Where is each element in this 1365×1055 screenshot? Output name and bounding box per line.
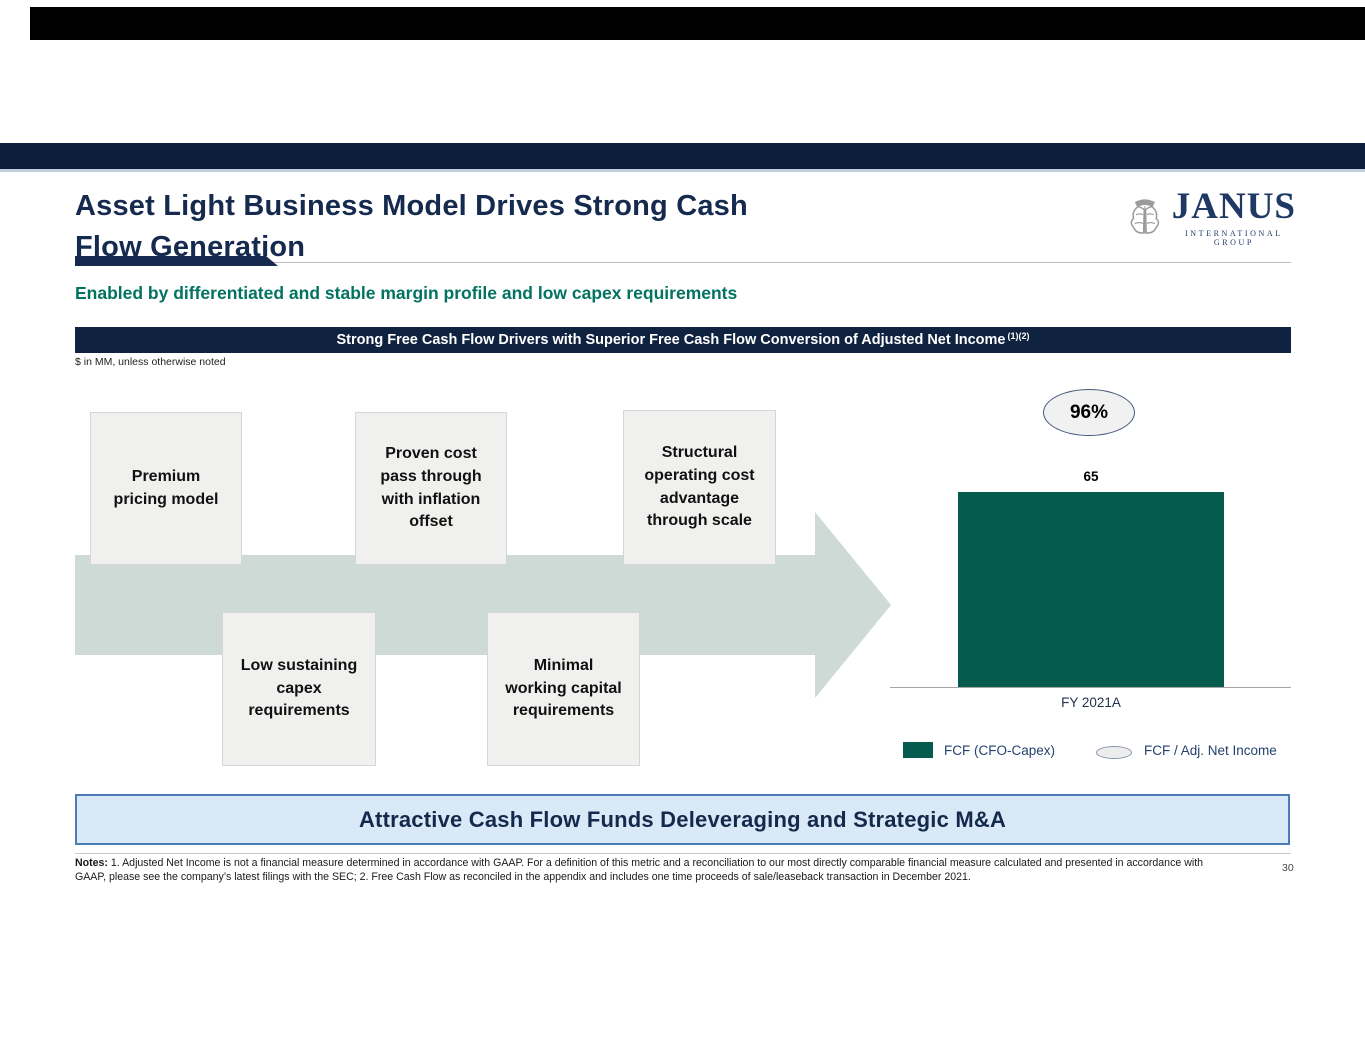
driver-box-structural-cost-advantage: Structural operating cost advantage thro…: [623, 410, 776, 565]
page-title-line1: Asset Light Business Model Drives Strong…: [75, 190, 748, 222]
driver-box-cost-pass-through: Proven cost pass through with inflation …: [355, 412, 507, 565]
units-note: $ in MM, unless otherwise noted: [75, 356, 226, 368]
slide-subtitle: Enabled by differentiated and stable mar…: [75, 283, 738, 303]
janus-two-faces-icon: [1130, 199, 1160, 234]
title-accent-underline: [75, 256, 278, 266]
legend-fcf-label: FCF (CFO-Capex): [944, 743, 1055, 758]
driver-box-label: Structural operating cost advantage thro…: [644, 444, 755, 530]
driver-box-premium-pricing: Premium pricing model: [90, 412, 242, 565]
company-logo: JANUS INTERNATIONAL GROUP: [1126, 186, 1296, 248]
process-arrow-head: [815, 512, 891, 698]
footer-divider-line: [75, 853, 1291, 854]
section-banner-text: Strong Free Cash Flow Drivers with Super…: [336, 332, 1006, 348]
fcf-bar: [958, 492, 1224, 687]
legend-conversion-label: FCF / Adj. Net Income: [1144, 743, 1277, 758]
title-divider-line: [75, 262, 1291, 263]
driver-box-low-sustaining-capex: Low sustaining capex requirements: [222, 612, 376, 766]
conversion-ellipse-badge: 96%: [1043, 389, 1135, 436]
top-black-bar: [30, 7, 1365, 40]
bar-data-label: 65: [1083, 469, 1099, 484]
x-axis-line: [890, 687, 1291, 688]
page-title: Asset Light Business Model Drives Strong…: [75, 186, 1035, 268]
process-arrow-body: [75, 555, 815, 655]
legend-fcf-swatch: [903, 742, 933, 758]
footnotes-label: Notes:: [75, 857, 108, 869]
header-navy-band: [0, 143, 1365, 172]
logo-text-block: JANUS INTERNATIONAL GROUP: [1171, 186, 1296, 248]
callout-banner: Attractive Cash Flow Funds Deleveraging …: [75, 794, 1290, 845]
section-banner: Strong Free Cash Flow Drivers with Super…: [75, 327, 1291, 353]
section-banner-footnote-marker: (1)(2): [1007, 331, 1030, 341]
driver-box-label: Low sustaining capex requirements: [240, 656, 358, 720]
logo-tagline: INTERNATIONAL GROUP: [1184, 229, 1283, 247]
driver-box-label: Minimal working capital requirements: [505, 656, 622, 720]
x-axis-tick-label: FY 2021A: [1061, 695, 1121, 710]
footnotes: Notes: 1. Adjusted Net Income is not a f…: [75, 856, 1217, 884]
driver-box-minimal-working-capital: Minimal working capital requirements: [487, 612, 640, 766]
conversion-value: 96%: [1069, 401, 1109, 423]
driver-box-label: Premium pricing model: [113, 467, 219, 508]
page-number: 30: [1282, 862, 1294, 874]
driver-box-label: Proven cost pass through with inflation …: [380, 445, 482, 531]
logo-wordmark: JANUS: [1171, 186, 1296, 227]
legend-conversion-ellipse-icon: [1096, 746, 1132, 759]
footnotes-body: 1. Adjusted Net Income is not a financia…: [75, 857, 1204, 883]
